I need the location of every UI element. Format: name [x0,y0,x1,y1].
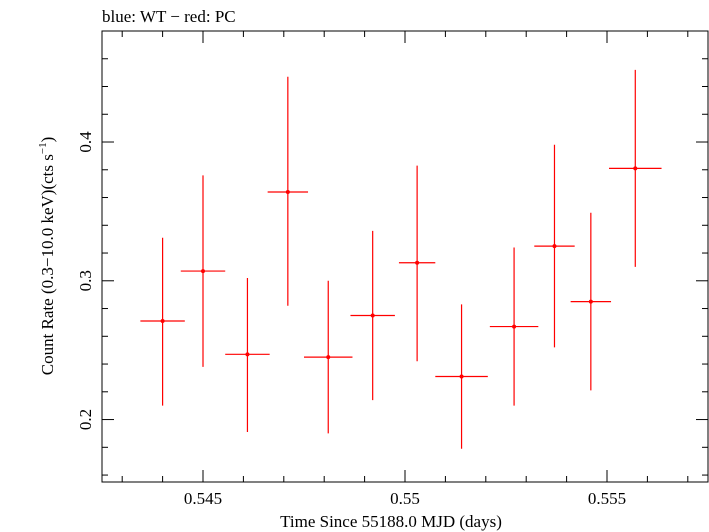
x-tick-label: 0.55 [390,489,420,508]
x-axis: 0.545 0.55 0.555 [121,31,689,508]
data-marker [512,324,517,329]
data-marker [552,244,557,249]
data-point [435,304,488,449]
data-point [609,69,662,267]
y-axis-label-main: Count Rate (0.3−10.0 keV)(cts s [38,154,57,375]
data-point [350,230,395,401]
x-tick-label: 0.545 [184,489,222,508]
x-tick-label: 0.555 [588,489,626,508]
data-point [570,212,612,391]
data-marker [459,374,464,379]
data-series-pc [140,69,662,449]
y-axis: 0.2 0.3 0.4 [76,30,708,476]
y-axis-label-close: ) [38,137,57,143]
data-point [534,144,575,348]
y-tick-label: 0.2 [76,409,95,430]
y-axis-label: Count Rate (0.3−10.0 keV)(cts s−1) [37,137,57,376]
x-axis-label: Time Since 55188.0 MJD (days) [280,512,502,531]
data-point [225,278,270,433]
data-point [304,280,353,434]
data-point [267,76,309,306]
data-marker [285,189,290,194]
data-marker [415,260,420,265]
y-tick-label: 0.3 [76,270,95,291]
data-marker [326,355,331,360]
data-marker [201,269,205,274]
data-marker [160,319,165,324]
data-marker [370,313,375,318]
y-tick-label: 0.4 [76,131,95,153]
data-point [180,175,226,367]
y-axis-label-superscript: −1 [37,142,49,154]
chart-title: blue: WT − red: PC [102,7,236,26]
data-point [489,247,539,406]
plot-frame [101,30,709,483]
data-point [398,165,436,362]
data-point [140,237,185,406]
data-marker [588,299,593,304]
data-marker [245,352,250,357]
data-marker [633,166,638,171]
